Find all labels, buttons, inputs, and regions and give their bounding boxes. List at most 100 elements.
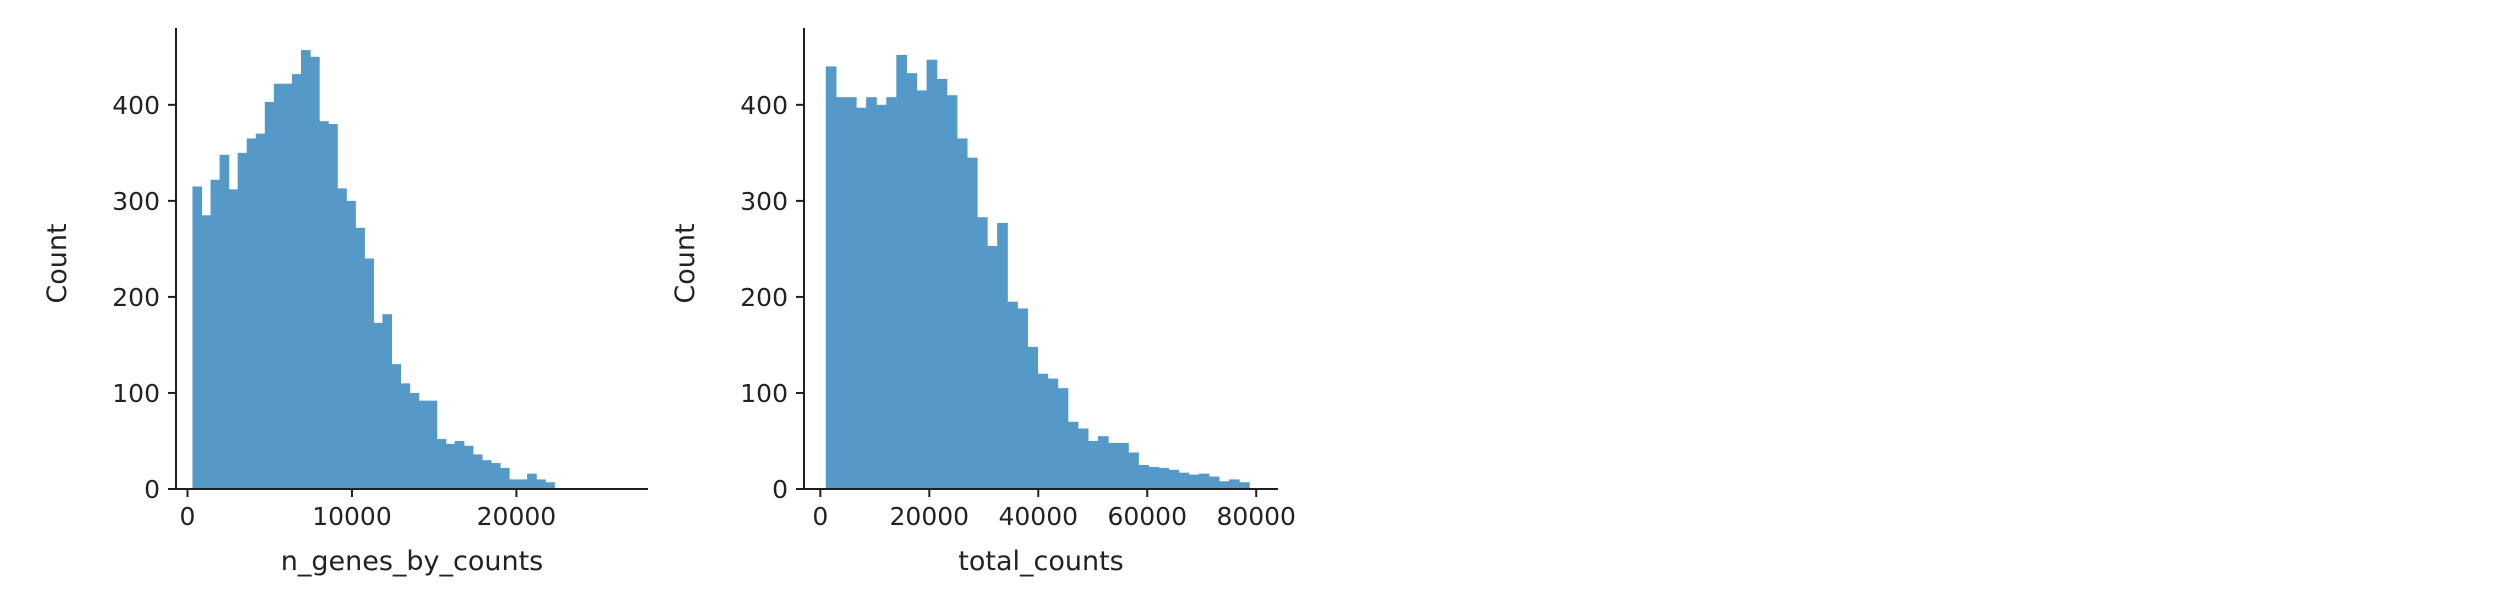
histogram-bar	[906, 73, 918, 489]
histogram-bar	[1057, 388, 1069, 489]
histogram-bar	[346, 200, 356, 489]
histogram-bar	[300, 50, 311, 489]
histogram-bar	[886, 97, 897, 490]
histogram-bar	[201, 215, 212, 489]
histogram-bar	[400, 383, 411, 489]
histogram-bar	[1239, 482, 1250, 489]
x-tick-label: 0	[812, 502, 828, 531]
histogram-total-counts: 0 20000 40000 60000 80000 0 100 200 300 400 tota…	[670, 28, 1296, 577]
x-tick-label: 80000	[1216, 502, 1296, 531]
histogram-bar	[337, 188, 347, 489]
histogram-bar	[436, 439, 447, 489]
histogram-bar	[481, 460, 492, 489]
x-axis-label: total_counts	[958, 546, 1123, 577]
histogram-bar	[1178, 472, 1190, 489]
histogram-bar	[845, 97, 857, 490]
x-tick-label: 0	[180, 502, 196, 531]
x-tick-label: 20000	[477, 502, 557, 531]
histogram-bar	[1067, 421, 1079, 489]
histogram-bar	[1158, 467, 1170, 489]
histogram-bar	[409, 392, 420, 489]
histogram-bar	[1037, 373, 1049, 489]
y-tick-label: 100	[112, 379, 160, 408]
histogram-bar	[1128, 452, 1139, 489]
histogram-bar	[545, 482, 555, 489]
histogram-bar	[916, 90, 928, 489]
y-axis-label: Count	[42, 223, 73, 303]
histogram-bar	[355, 227, 365, 489]
histogram-bar	[192, 186, 203, 489]
y-axis-ticks: 0 100 200 300 400	[740, 91, 804, 504]
histogram-bar	[373, 322, 383, 489]
histogram-bar	[454, 440, 465, 489]
histogram-bar	[246, 138, 257, 489]
histogram-bar	[228, 189, 239, 489]
x-axis-ticks: 0 20000 40000 60000 80000	[812, 489, 1296, 531]
histogram-bar	[518, 479, 528, 489]
histogram-bar	[1087, 440, 1099, 489]
histogram-bar	[1208, 476, 1220, 489]
histogram-bar	[418, 400, 429, 489]
histogram-bar	[273, 83, 284, 490]
histogram-bar	[391, 364, 402, 489]
histogram-bar	[1148, 466, 1160, 489]
histogram-bar	[255, 133, 266, 490]
y-tick-label: 300	[740, 187, 788, 216]
histogram-bar	[219, 154, 230, 489]
histogram-bar	[1228, 479, 1240, 489]
histogram-bar	[1218, 481, 1230, 489]
histogram-bar	[876, 104, 887, 489]
histogram-bar	[1017, 308, 1028, 489]
histogram-bar	[946, 95, 958, 490]
histogram-bar	[472, 454, 483, 489]
x-axis-ticks: 0 10000 20000	[180, 489, 557, 531]
histogram-bar	[1097, 436, 1109, 489]
histogram-bar	[1108, 442, 1119, 489]
y-tick-label: 0	[772, 475, 788, 504]
y-tick-label: 300	[112, 187, 160, 216]
histogram-bar	[1027, 346, 1039, 489]
histogram-bar	[1188, 474, 1200, 489]
histogram-bars	[192, 50, 555, 490]
x-tick-label: 20000	[890, 502, 970, 531]
histogram-bar	[364, 258, 374, 489]
histogram-bar	[282, 83, 293, 490]
histogram-bar	[264, 101, 275, 489]
histogram-bar	[490, 463, 501, 489]
x-tick-label: 40000	[999, 502, 1079, 531]
y-tick-label: 400	[112, 91, 160, 120]
histogram-bar	[427, 400, 438, 489]
histogram-bar	[291, 74, 302, 489]
histogram-n-genes-by-counts: 0 10000 20000 0 100 200 300 400 n_genes_by_cou…	[42, 28, 648, 577]
y-axis-ticks: 0 100 200 300 400	[112, 91, 176, 504]
histogram-bar	[1198, 473, 1210, 489]
histogram-bar	[328, 124, 338, 490]
x-tick-label: 60000	[1107, 502, 1187, 531]
histogram-bar	[997, 222, 1008, 489]
histogram-bar	[210, 179, 221, 489]
histogram-bar	[382, 314, 393, 489]
histogram-bar	[856, 107, 867, 489]
histogram-bar	[936, 78, 948, 489]
histogram-bar	[536, 479, 546, 489]
histogram-bar	[976, 217, 988, 489]
histogram-bar	[310, 56, 320, 489]
histogram-bar	[1007, 301, 1018, 489]
x-tick-label: 10000	[312, 502, 392, 531]
histogram-bar	[866, 97, 877, 490]
y-tick-label: 200	[740, 283, 788, 312]
histogram-bar	[527, 473, 537, 489]
y-tick-label: 400	[740, 91, 788, 120]
histogram-bar	[445, 443, 456, 489]
histogram-bar	[956, 138, 968, 489]
histogram-bar	[926, 59, 938, 489]
histogram-bar	[499, 467, 510, 489]
x-axis-label: n_genes_by_counts	[281, 546, 544, 577]
histogram-bar	[1138, 464, 1149, 489]
y-tick-label: 0	[144, 475, 160, 504]
histogram-bar	[966, 157, 978, 489]
histogram-bar	[825, 66, 837, 490]
histogram-bar	[319, 121, 329, 490]
histogram-bar	[1077, 428, 1089, 489]
